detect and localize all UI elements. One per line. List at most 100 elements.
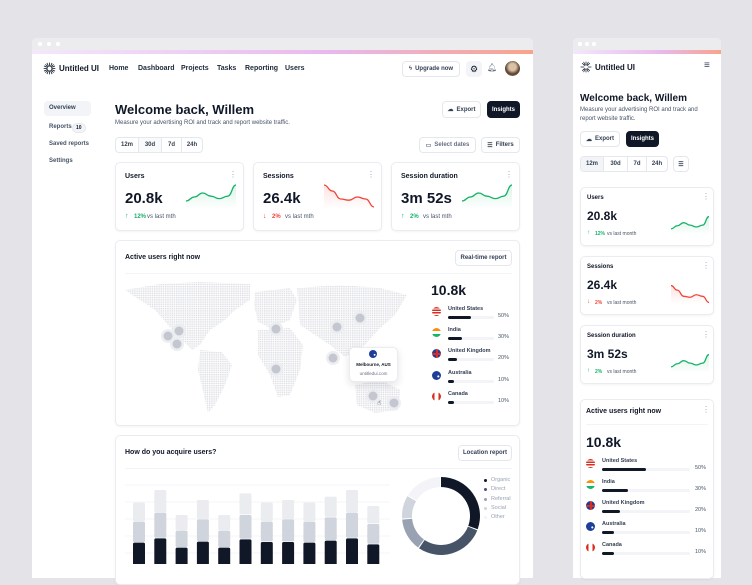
brand-name[interactable]: Untitled UI [59,64,99,73]
country-progress-bar [602,531,690,534]
select-dates-button[interactable]: ▭ Select dates [419,137,476,153]
tab-30d[interactable]: 30d [139,138,162,152]
bar-6-segment-2[interactable] [260,502,273,522]
bar-9-segment-1[interactable] [324,517,337,541]
bar-10-segment-1[interactable] [346,512,358,538]
bar-6-segment-1[interactable] [260,521,273,542]
location-marker[interactable] [366,389,380,403]
tab-12m[interactable]: 12m [581,157,604,171]
bell-icon[interactable]: 🔔︎ [487,63,498,72]
nav-reporting[interactable]: Reporting [245,65,279,72]
location-marker[interactable] [330,320,344,334]
sidebar-item-saved-reports[interactable]: Saved reports [49,141,90,147]
bar-3-segment-0[interactable] [196,541,209,564]
bar-1-segment-0[interactable] [154,538,167,564]
filters-button[interactable]: ☰ Filters [481,137,520,153]
sidebar-item-reports[interactable]: Reports [49,124,72,130]
location-marker[interactable] [269,322,283,336]
more-options-icon[interactable]: ⋮ [702,261,710,270]
country-percentage: 30% [695,486,707,492]
location-marker[interactable] [387,396,401,410]
bar-4-segment-0[interactable] [218,547,231,564]
filter-icon: ☰ [678,161,684,168]
bar-11-segment-2[interactable] [367,506,380,524]
bar-4-segment-2[interactable] [218,515,231,531]
bar-3-segment-1[interactable] [196,519,209,542]
location-report-button[interactable]: Location report [458,445,512,461]
bar-4-segment-1[interactable] [218,530,231,548]
donut-slice-organic[interactable] [441,477,480,530]
acquire-users-title: How do you acquire users? [125,449,217,456]
brand-name[interactable]: Untitled UI [595,63,635,72]
sidebar-item-overview[interactable]: Overview [49,105,76,111]
bar-5-segment-0[interactable] [239,539,252,564]
location-marker[interactable] [269,362,283,376]
avatar[interactable] [505,61,520,76]
donut-slice-social[interactable] [402,496,417,519]
bar-3-segment-2[interactable] [196,500,209,519]
donut-slice-referral[interactable] [402,518,424,548]
bar-1-segment-2[interactable] [154,490,167,513]
settings-button[interactable]: ⚙ [466,61,482,77]
bar-7-segment-1[interactable] [282,519,295,542]
tab-7d[interactable]: 7d [628,157,647,171]
location-marker[interactable] [161,329,175,343]
bar-9-segment-0[interactable] [324,540,337,564]
more-options-icon[interactable]: ⋮ [702,405,710,414]
more-options-icon[interactable]: ⋮ [702,330,710,339]
bar-0-segment-1[interactable] [133,521,145,543]
bar-8-segment-0[interactable] [303,542,316,564]
tab-7d[interactable]: 7d [162,138,182,152]
more-options-icon[interactable]: ⋮ [505,170,513,179]
filter-button[interactable]: ☰ [673,156,689,172]
insights-button[interactable]: Insights [626,131,659,147]
real-time-report-button[interactable]: Real-time report [455,250,512,266]
sidebar-item-settings[interactable]: Settings [49,158,73,164]
location-marker[interactable] [353,311,367,325]
bar-8-segment-2[interactable] [303,502,316,522]
bar-10-segment-2[interactable] [346,490,358,513]
bar-0-segment-2[interactable] [133,502,145,522]
active-users-total: 10.8k [586,434,622,450]
tab-30d[interactable]: 30d [604,157,628,171]
bar-11-segment-0[interactable] [367,544,380,564]
bar-9-segment-2[interactable] [324,496,337,517]
donut-slice-direct[interactable] [419,526,478,555]
location-marker[interactable] [326,351,340,365]
bar-1-segment-1[interactable] [154,512,167,538]
tab-12m[interactable]: 12m [116,138,139,152]
bar-7-segment-2[interactable] [282,500,295,519]
nav-users[interactable]: Users [285,65,305,72]
upgrade-button[interactable]: ϟ Upgrade now [402,61,460,77]
bar-8-segment-1[interactable] [303,521,316,543]
nav-tasks[interactable]: Tasks [217,65,237,72]
export-button[interactable]: ☁ Export [442,101,481,118]
bar-2-segment-1[interactable] [175,530,188,548]
bar-2-segment-0[interactable] [175,547,188,564]
insights-button[interactable]: Insights [487,101,520,118]
location-marker[interactable] [170,337,184,351]
tab-24h[interactable]: 24h [651,161,663,167]
user-location-markers [161,311,401,410]
nav-dashboard[interactable]: Dashboard [138,65,175,72]
tab-24h[interactable]: 24h [186,142,198,148]
bar-2-segment-2[interactable] [175,515,188,531]
hamburger-menu-icon[interactable]: ≡ [704,60,710,71]
bar-10-segment-0[interactable] [346,538,358,564]
donut-slice-other[interactable] [408,477,441,501]
export-button[interactable]: ☁ Export [580,131,620,147]
bar-6-segment-0[interactable] [260,542,273,564]
nav-home[interactable]: Home [109,65,129,72]
bar-11-segment-1[interactable] [367,524,380,544]
more-options-icon[interactable]: ⋮ [367,170,375,179]
bar-5-segment-1[interactable] [239,515,252,539]
more-options-icon[interactable]: ⋮ [229,170,237,179]
sparkline-line [461,184,513,202]
bar-5-segment-2[interactable] [239,493,252,515]
location-marker[interactable] [172,324,186,338]
nav-projects[interactable]: Projects [181,65,209,72]
bar-0-segment-0[interactable] [133,542,145,564]
date-range-tabs: 12m 30d 7d 24h [115,137,203,153]
more-options-icon[interactable]: ⋮ [702,192,710,201]
bar-7-segment-0[interactable] [282,542,295,564]
